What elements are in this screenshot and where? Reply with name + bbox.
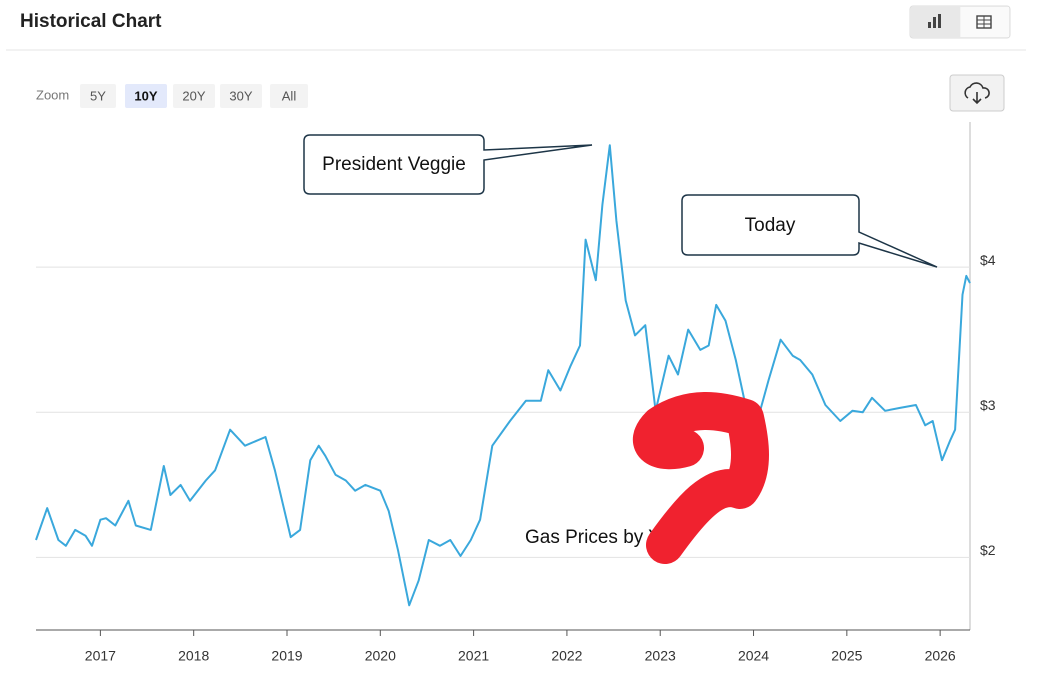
- callout-box: [681, 194, 938, 268]
- x-tick-label: 2026: [925, 648, 956, 664]
- zoom-option[interactable]: 10Y: [134, 88, 157, 103]
- x-tick-label: 2017: [85, 648, 116, 664]
- download-button[interactable]: [949, 74, 1005, 112]
- callout-box: [303, 134, 593, 195]
- zoom-controls: Zoom 5Y 10Y 20Y 30Y All: [36, 84, 308, 108]
- x-tick-label: 2022: [551, 648, 582, 664]
- x-tick-label: 2021: [458, 648, 489, 664]
- view-toggle: [909, 5, 1011, 39]
- icon: [933, 17, 936, 28]
- x-tick-label: 2024: [738, 648, 769, 664]
- table-view-button[interactable]: [961, 7, 1009, 37]
- red-scribble: [633, 392, 769, 564]
- icon: [972, 92, 982, 105]
- zoom-option[interactable]: 30Y: [229, 88, 252, 103]
- zoom-option[interactable]: 5Y: [90, 88, 106, 103]
- y-tick-label: $3: [980, 397, 996, 413]
- zoom-option[interactable]: 20Y: [182, 88, 205, 103]
- x-tick-label: 2023: [645, 648, 676, 664]
- zoom-button[interactable]: [220, 84, 262, 108]
- zoom-button[interactable]: [80, 84, 116, 108]
- annotation: President Veggie: [322, 154, 466, 175]
- annotation: Today: [745, 215, 796, 236]
- header-bar: [6, 0, 1026, 50]
- x-tick-label: 2025: [831, 648, 862, 664]
- x-tick-label: 2019: [271, 648, 302, 664]
- x-tick-label: 2020: [365, 648, 396, 664]
- price-line: [35, 144, 971, 607]
- y-tick-label: $4: [980, 252, 996, 268]
- zoom-button[interactable]: [125, 84, 167, 108]
- x-tick-label: 2018: [178, 648, 209, 664]
- zoom-option[interactable]: All: [282, 88, 297, 103]
- header-title: Historical Chart: [20, 11, 162, 32]
- y-tick-label: $2: [980, 542, 996, 558]
- icon: [928, 22, 931, 28]
- zoom-button[interactable]: [270, 84, 308, 108]
- icon: [938, 14, 941, 28]
- zoom-label: Zoom: [36, 87, 69, 102]
- icon: [964, 82, 990, 99]
- zoom-button[interactable]: [173, 84, 215, 108]
